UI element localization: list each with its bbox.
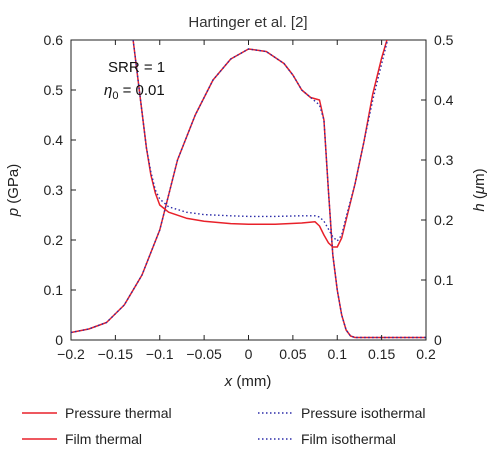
x-tick-label: 0.15 (368, 346, 395, 362)
series-line-pressure-isothermal (71, 48, 426, 339)
y2-tick-label: 0.2 (434, 212, 454, 228)
x-tick-label: 0.1 (328, 346, 348, 362)
y2-tick-label: 0.1 (434, 272, 454, 288)
annotation-eta-value: = 0.01 (118, 82, 164, 99)
y2-axis-label-unit-close: m) (471, 168, 488, 186)
annotation-eta: η0 = 0.01 (104, 82, 165, 102)
x-axis-ticks: −0.2 −0.15 −0.1 −0.05 0 0.05 0.1 0.15 0.2 (57, 40, 436, 362)
series-line-film-thermal (132, 40, 388, 248)
x-tick-label: −0.15 (98, 346, 134, 362)
y-axis-ticks: 0 0.1 0.2 0.3 0.4 0.5 0.6 (44, 32, 76, 348)
annotation-eta-symbol: η (104, 82, 112, 99)
legend: Pressure thermal Film thermal Pressure iso… (22, 405, 426, 447)
y-tick-label: 0.6 (44, 32, 64, 48)
y2-axis-ticks: 0 0.1 0.2 0.3 0.4 0.5 (421, 32, 454, 348)
y2-tick-label: 0.3 (434, 152, 454, 168)
x-tick-label: −0.2 (57, 346, 85, 362)
x-tick-label: −0.1 (146, 346, 174, 362)
x-tick-label: 0.05 (279, 346, 306, 362)
legend-entry-film-isothermal: Film isothermal (301, 431, 396, 447)
y-axis-label-var: p (5, 208, 22, 217)
y-tick-label: 0.3 (44, 182, 64, 198)
x-axis-label-var: x (224, 373, 233, 390)
y2-axis-label-unit-open: ( (471, 194, 488, 203)
chart-title: Hartinger et al. [2] (188, 14, 307, 31)
legend-entry-pressure-thermal: Pressure thermal (65, 405, 172, 421)
y2-tick-label: 0.5 (434, 32, 454, 48)
y2-axis-label-unit-mu: μ (471, 186, 488, 195)
y-tick-label: 0.1 (44, 282, 64, 298)
x-tick-label: 0 (245, 346, 253, 362)
y-tick-label: 0.5 (44, 82, 64, 98)
y2-tick-label: 0 (434, 332, 442, 348)
series-layer (71, 40, 426, 339)
x-axis-label: x (mm) (224, 373, 272, 390)
series-line-film-isothermal (132, 40, 389, 242)
annotation-eta-sub: 0 (112, 90, 118, 102)
y2-axis-label-var: h (471, 203, 488, 211)
y-axis-label-unit: (GPa) (5, 164, 22, 208)
legend-entry-pressure-isothermal: Pressure isothermal (301, 405, 426, 421)
x-tick-label: 0.2 (416, 346, 436, 362)
x-tick-label: −0.05 (186, 346, 222, 362)
y-tick-label: 0 (55, 332, 63, 348)
y2-axis-label: h (μm) (471, 168, 488, 211)
x-axis-label-unit: (mm) (232, 373, 271, 390)
y-tick-label: 0.2 (44, 232, 64, 248)
y-axis-label: p (GPa) (5, 164, 22, 218)
y-tick-label: 0.4 (44, 132, 64, 148)
annotation-srr: SRR = 1 (108, 59, 165, 76)
y2-tick-label: 0.4 (434, 92, 454, 108)
legend-entry-film-thermal: Film thermal (65, 431, 142, 447)
